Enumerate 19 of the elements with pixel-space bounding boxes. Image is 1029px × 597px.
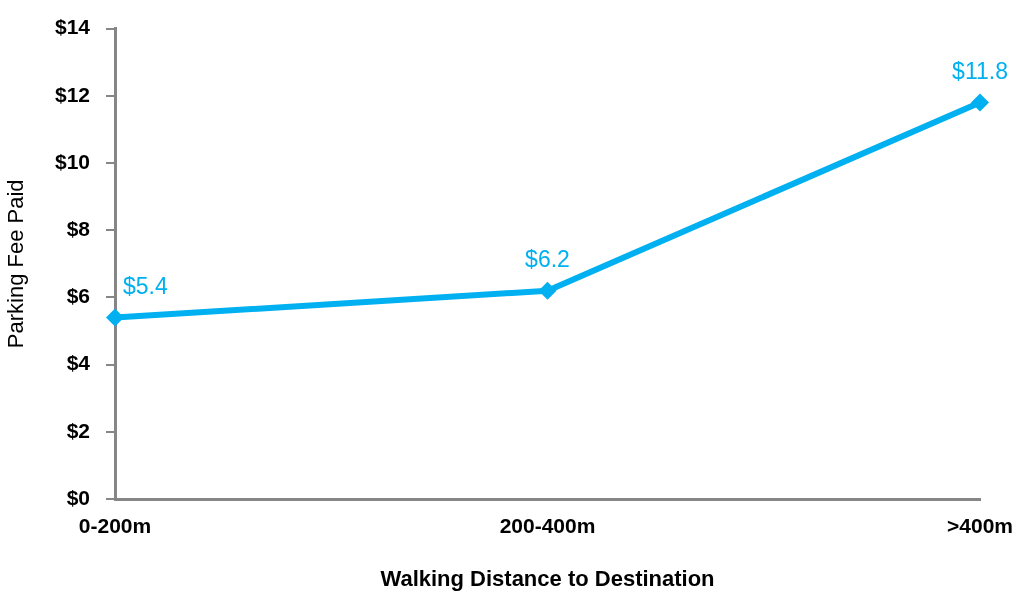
data-label: $6.2 [525, 245, 570, 272]
y-tick-label: $2 [66, 418, 90, 442]
y-tick-label: $6 [66, 284, 90, 308]
point [106, 308, 124, 327]
data-label: $5.4 [123, 272, 168, 299]
x-tick-label: 200-400m [499, 514, 596, 538]
point [538, 281, 557, 300]
y-axis-title: Parking Fee Paid [3, 179, 29, 349]
x-tick-label: 0-200m [78, 514, 152, 538]
point [971, 93, 990, 112]
data-label: $11.8 [952, 57, 1008, 84]
y-tick-label: $12 [54, 82, 90, 106]
y-tick-label: $4 [66, 351, 91, 375]
y-tick-label: $10 [54, 149, 90, 173]
y-tick-label: $0 [66, 485, 90, 509]
x-tick-label: >400m [947, 514, 1014, 538]
y-tick-label: $8 [66, 217, 91, 240]
x-axis-title: Walking Distance to Destination [380, 565, 715, 591]
y-tick-label: $14 [54, 15, 91, 39]
